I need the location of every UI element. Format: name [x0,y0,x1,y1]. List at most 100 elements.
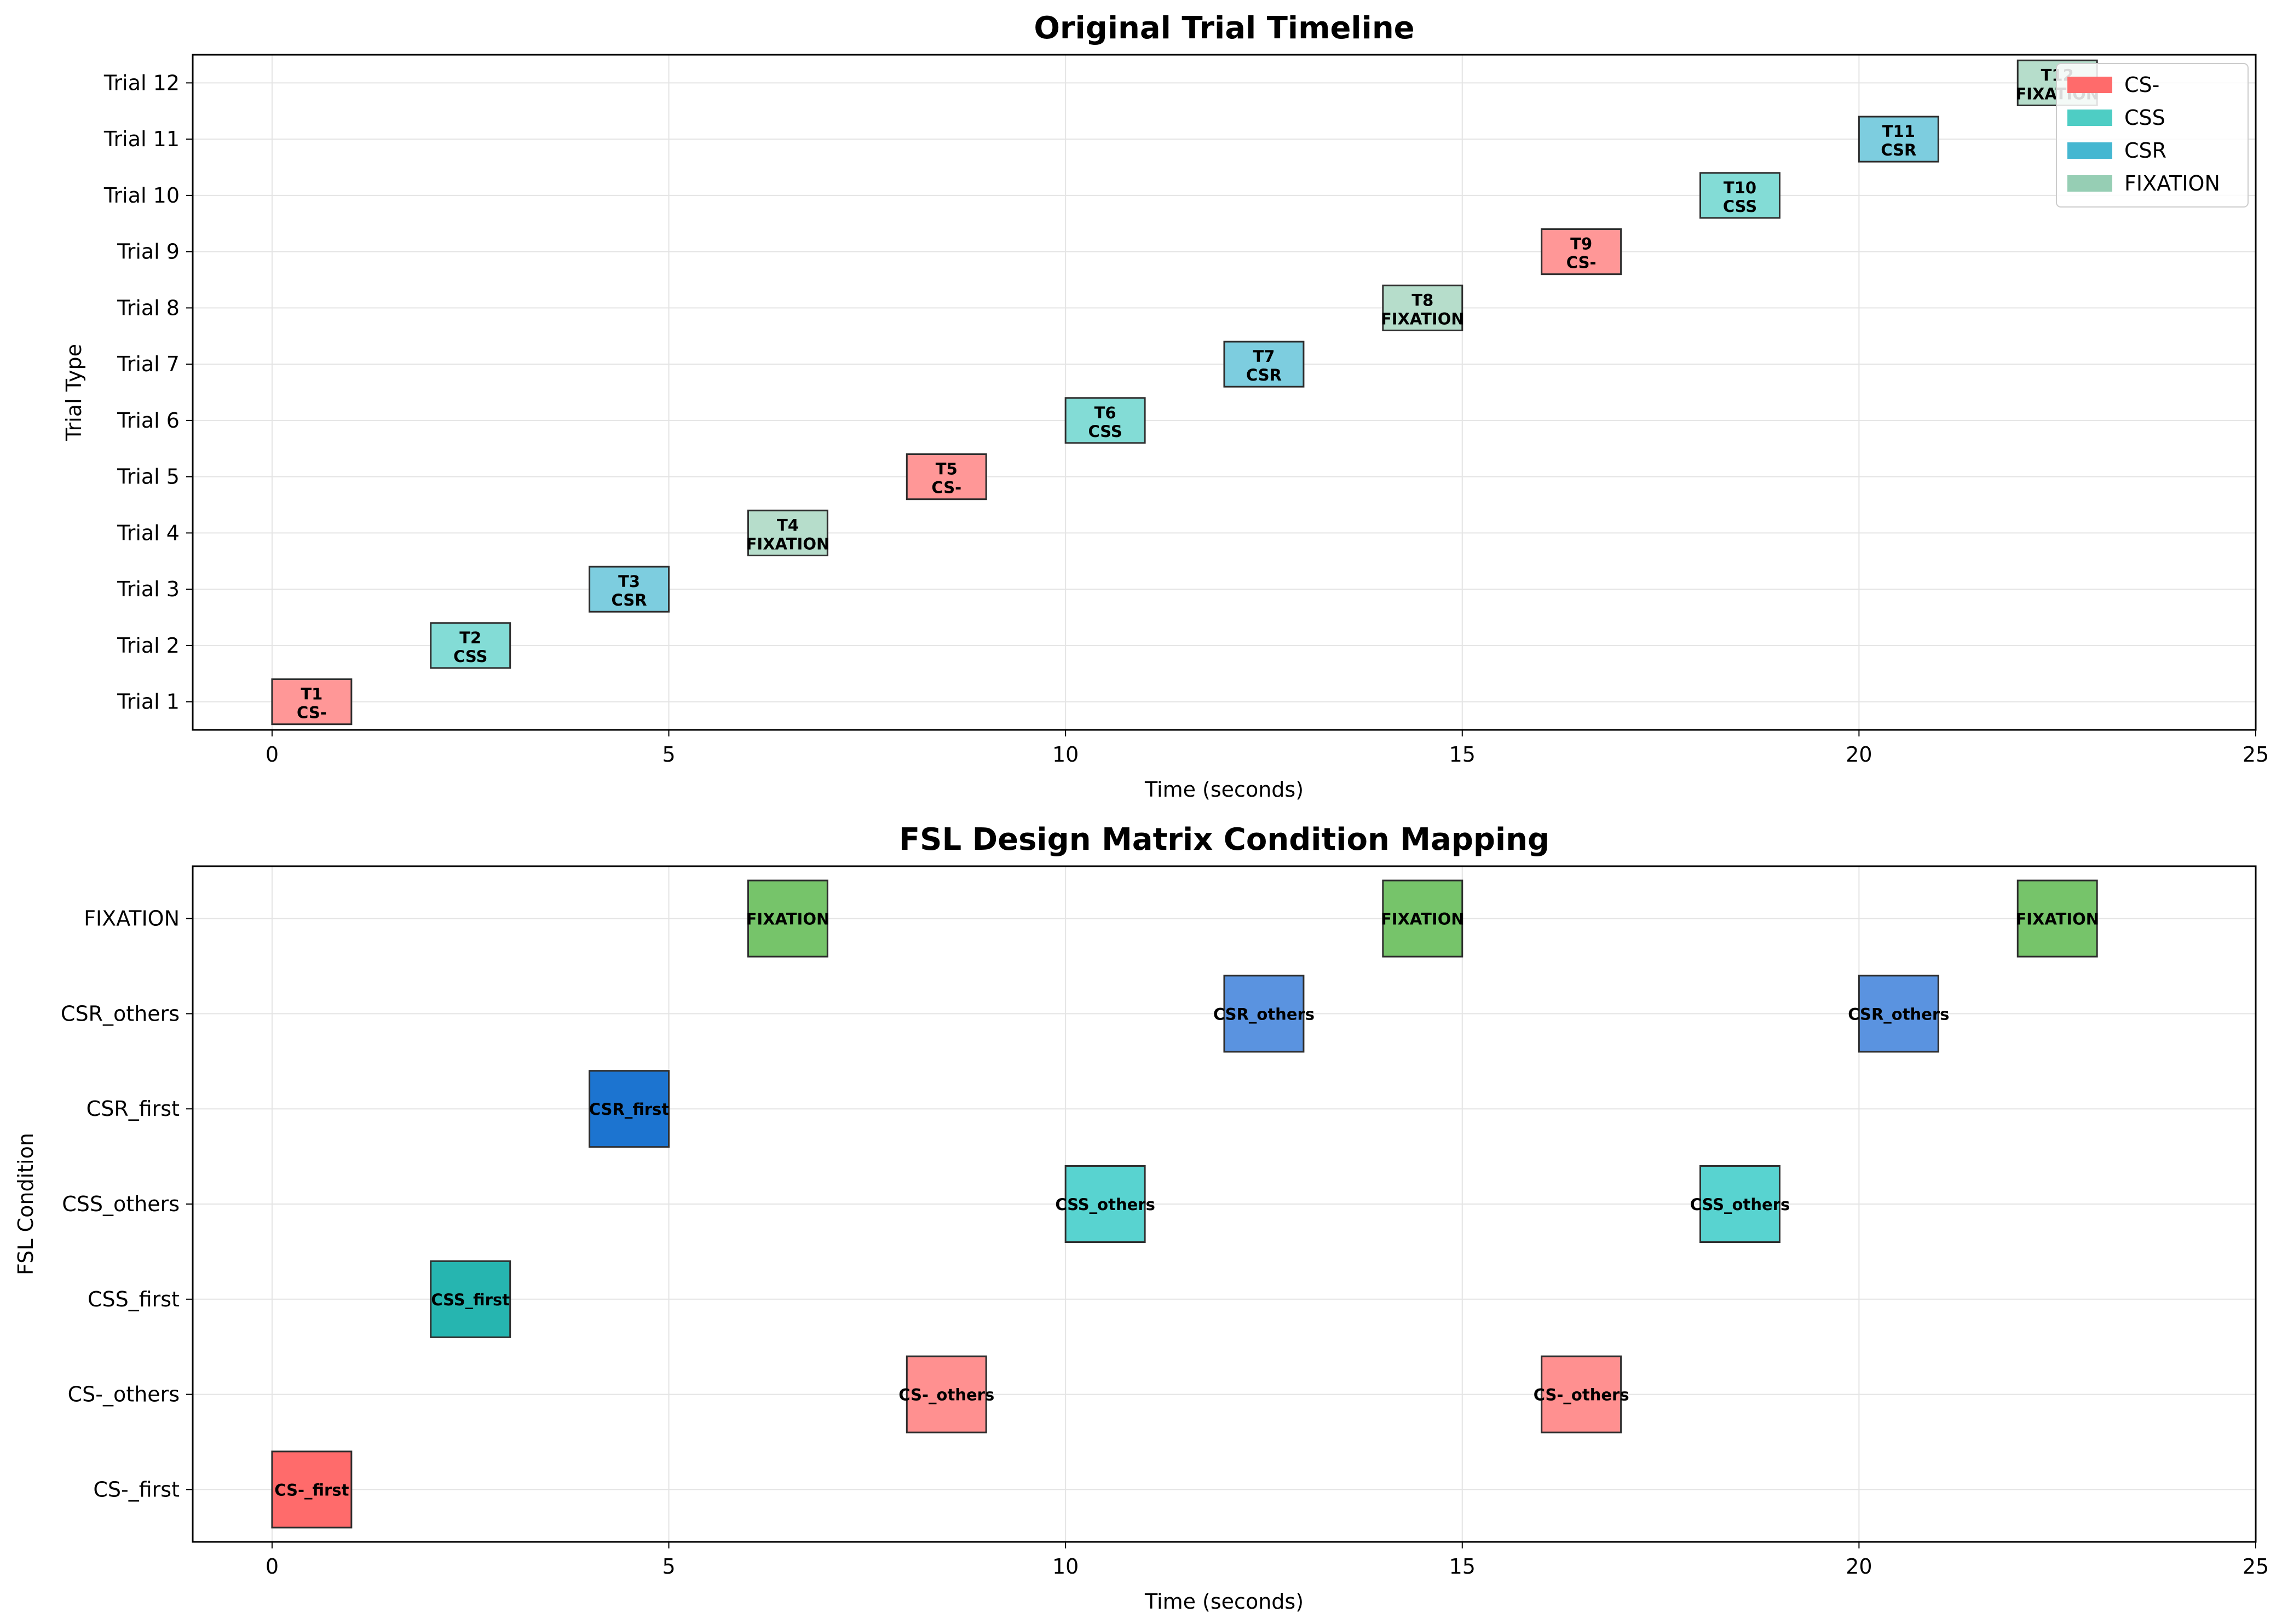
y-tick-label: CSR_first [87,1097,180,1121]
bar-T5 [906,453,987,500]
legend-swatch [2067,142,2112,159]
y-axis-label: Trial Type [62,344,86,441]
bar-label: CS-_first [274,1481,349,1499]
x-tick-label: 5 [662,742,675,767]
bar-T7 [1223,341,1305,388]
y-tick-label: Trial 3 [117,577,180,601]
y-tick-label: CSR_others [61,1001,180,1026]
legend-box [2056,63,2249,208]
legend-swatch [2067,110,2112,126]
x-tick-label: 20 [1846,1554,1872,1579]
y-tick-label: Trial 7 [117,352,180,376]
y-tick-label: Trial 12 [103,71,180,95]
bar-T4 [747,509,828,556]
x-tick-label: 0 [266,742,279,767]
bar-T6 [1064,397,1146,444]
bar-label: CSS_others [1055,1195,1155,1214]
bar-id-label: T5 [936,460,958,479]
bar-label: CSR_first [589,1100,670,1119]
bar-T3 [589,566,670,613]
x-axis-label: Time (seconds) [1144,778,1304,802]
bar-id-label: T9 [1570,235,1592,254]
bar-CSS_first [430,1260,511,1338]
y-tick-label: Trial 1 [117,690,180,714]
bar-type-label: CSS [1723,197,1757,216]
fsl-condition-chart: CS-_first CSS_first CSR_first FIXATION CS-_o… [14,822,2269,1614]
y-tick-label: CS-_others [68,1383,180,1407]
y-tick-label: Trial 6 [117,408,180,433]
x-tick-label: 15 [1449,1554,1476,1579]
bar-T1 [271,678,353,725]
y-tick-label: CSS_others [62,1192,180,1216]
x-tick-label: 25 [2243,742,2269,767]
bar-CSR_others [1223,975,1305,1053]
y-tick-label: Trial 8 [117,296,180,320]
bar-label: CS-_others [898,1386,994,1404]
bar-id-label: T11 [1882,122,1915,141]
bar-FIXATION [2016,879,2098,958]
bar-id-label: T6 [1094,404,1116,422]
chart-title: Original Trial Timeline [1034,10,1414,46]
y-tick-label: CS-_first [93,1477,180,1501]
bar-type-label: CSR [1881,141,1916,159]
bar-T10 [1699,172,1780,219]
bar-CSS_others [1064,1165,1146,1243]
y-axis-label: FSL Condition [14,1133,38,1275]
x-tick-label: 10 [1052,1554,1079,1579]
x-tick-label: 20 [1846,742,1872,767]
y-tick-label: Trial 9 [117,240,180,264]
bar-label: CSR_others [1848,1005,1949,1023]
bar-T8 [1382,284,1463,331]
bar-id-label: T4 [777,516,799,534]
bar-CSS_others [1699,1165,1780,1243]
bar-FIXATION [1382,879,1463,958]
bar-label: FIXATION [2015,910,2099,929]
legend-entry: CSR [2124,139,2166,163]
x-tick-label: 15 [1449,742,1476,767]
bar-id-label: T7 [1253,347,1275,366]
bar-FIXATION [747,879,828,958]
bar-CSR_others [1858,975,1939,1053]
bar-CS-_others [1541,1355,1622,1433]
x-tick-label: 10 [1052,742,1079,767]
bar-id-label: T1 [301,685,322,704]
bar-CS-_others [906,1355,987,1433]
bar-type-label: CSR [1246,366,1282,384]
legend-swatch [2067,77,2112,93]
x-axis-label: Time (seconds) [1144,1590,1304,1614]
legend-entry: CS- [2124,73,2159,97]
legend-entry: CSS [2124,106,2165,130]
bar-CSR_first [589,1070,670,1148]
bar-id-label: T2 [459,629,481,647]
x-tick-label: 0 [266,1554,279,1579]
bar-T11 [1858,116,1939,163]
y-tick-label: Trial 11 [103,127,180,151]
bar-label: CSS_others [1690,1195,1790,1214]
trial-timeline-chart: T1CS-T2CSST3CSRT4FIXATIONT5CS-T6CSST7CSR… [62,10,2269,802]
x-tick-label: 25 [2243,1554,2269,1579]
bar-T9 [1541,228,1622,275]
bar-id-label: T8 [1411,291,1433,309]
bar-type-label: CS- [931,479,961,497]
legend-swatch [2067,175,2112,192]
y-tick-label: Trial 5 [117,465,180,489]
legend-entry: FIXATION [2124,171,2220,195]
bar-T2 [430,622,511,669]
bar-label: FIXATION [746,910,830,929]
bar-id-label: T3 [618,572,640,591]
bar-type-label: CS- [297,704,327,722]
bar-label: CSS_first [431,1291,510,1309]
legend: CS- CSS CSR FIXATION [2056,63,2249,208]
x-tick-label: 5 [662,1554,675,1579]
bar-type-label: CSS [453,647,487,666]
y-tick-label: FIXATION [84,907,180,931]
bar-CS-_first [271,1450,353,1529]
bar-id-label: T10 [1724,178,1756,197]
bar-label: CS-_others [1534,1386,1629,1404]
y-tick-label: Trial 2 [117,634,180,658]
bar-type-label: FIXATION [746,534,830,553]
y-tick-label: Trial 10 [103,183,180,208]
bar-type-label: CS- [1566,254,1597,272]
chart-title: FSL Design Matrix Condition Mapping [899,822,1549,857]
